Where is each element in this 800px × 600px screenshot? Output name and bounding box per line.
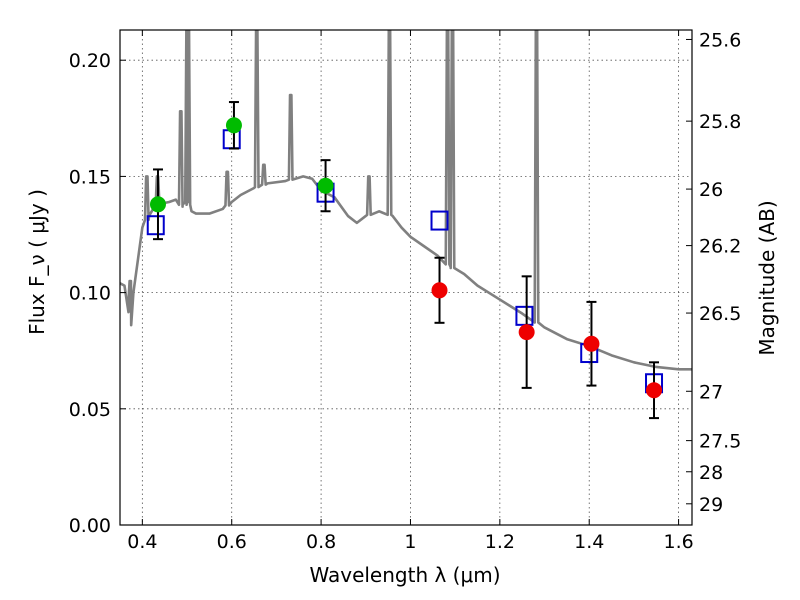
mag-tick-label: 27 [699,381,723,403]
model-photometry-square [146,215,165,236]
y-axis-label: Flux F_ν ( μJy ) [25,189,49,335]
observed-point [225,117,242,134]
x-tick-label: 0.8 [306,531,336,553]
plot-frame [119,29,693,526]
mag-tick-label: 26 [699,179,723,201]
x-tick-label: 0.6 [217,531,247,553]
axis-ticks: 0.4 0.6 0.8 1 1.2 1.4 1.6 0.00 0.05 0.10 0.15 0.20 2… [69,29,742,553]
observed-point [646,382,663,399]
y-tick-label: 0.15 [69,166,111,188]
mag-tick-label: 25.6 [699,29,741,51]
observed-point [583,335,600,352]
y-tick-label: 0.10 [69,283,111,305]
grid [120,30,692,526]
sed-line [120,30,692,371]
y-tick-label: 0.20 [69,50,111,72]
x-tick-label: 1 [404,531,416,553]
mag-tick-label: 26.5 [699,303,741,325]
y-tick-label: 0.00 [69,515,111,537]
y-tick-label: 0.05 [69,399,111,421]
mag-tick-label: 27.5 [699,431,741,453]
x-tick-label: 1.2 [485,531,515,553]
mag-tick-label: 28 [699,462,723,484]
mag-tick-label: 29 [699,494,723,516]
x-axis-label: Wavelength λ (μm) [309,563,500,587]
x-tick-label: 1.4 [574,531,604,553]
observed-point [149,196,166,213]
observed-point [518,324,535,341]
y-axis-right-label: Magnitude (AB) [755,200,779,355]
observed-point [317,177,334,194]
plot-body [120,30,692,420]
x-tick-label: 1.6 [663,531,693,553]
x-tick-label: 0.4 [127,531,157,553]
observed-point [431,282,448,299]
mag-tick-label: 26.2 [699,236,741,258]
mag-tick-label: 25.8 [699,111,741,133]
model-photometry-square [430,210,449,231]
